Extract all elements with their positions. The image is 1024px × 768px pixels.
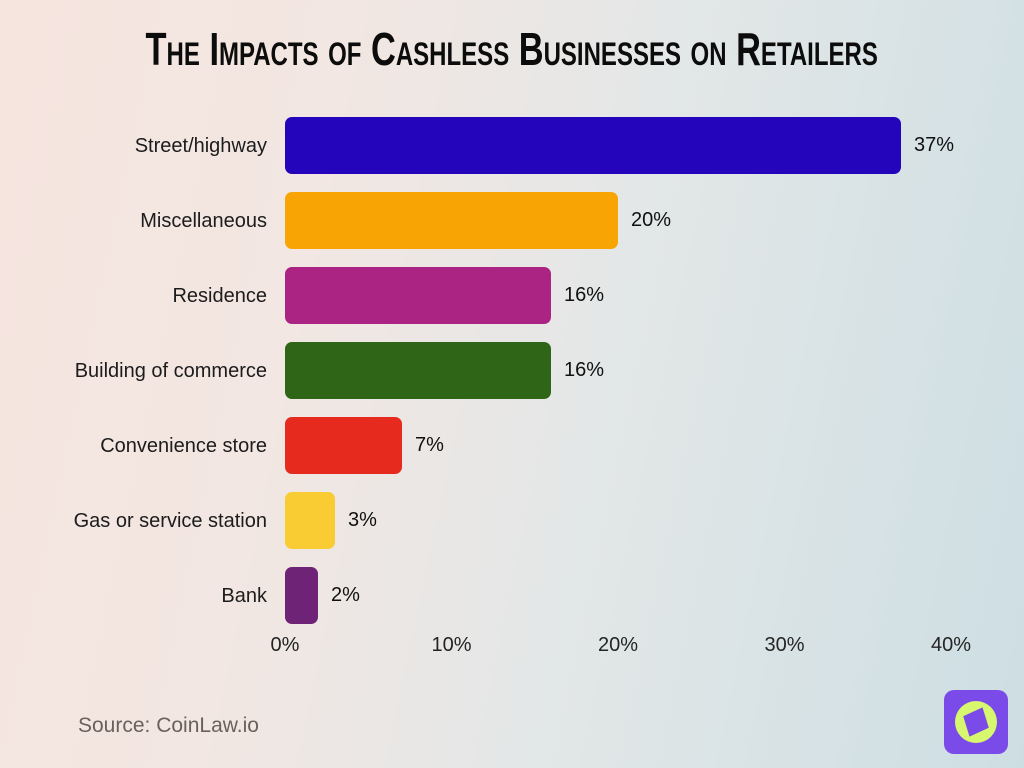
bar xyxy=(285,342,551,399)
bar-chart: Street/highway 37% Miscellaneous 20% Res… xyxy=(0,108,1024,633)
bar-track: 16% xyxy=(285,267,604,324)
category-label: Bank xyxy=(221,584,267,607)
bar-track: 16% xyxy=(285,342,604,399)
bar-track: 3% xyxy=(285,492,377,549)
chart-title: The Impacts of Cashless Businesses on Re… xyxy=(145,24,879,76)
value-label: 16% xyxy=(564,284,605,306)
x-axis-tick: 40% xyxy=(930,634,972,656)
bar-row: Residence 16% xyxy=(0,258,1024,333)
source-attribution: Source: CoinLaw.io xyxy=(78,714,259,737)
bar-row: Miscellaneous 20% xyxy=(0,183,1024,258)
category-label: Gas or service station xyxy=(73,509,267,532)
bar-row: Convenience store 7% xyxy=(0,408,1024,483)
bar xyxy=(285,417,402,474)
category-label: Building of commerce xyxy=(74,359,267,382)
bar-row: Bank 2% xyxy=(0,558,1024,633)
value-label: 7% xyxy=(415,434,444,456)
bar xyxy=(285,492,335,549)
value-label: 20% xyxy=(631,209,672,231)
category-label: Convenience store xyxy=(100,434,267,457)
bar xyxy=(285,267,551,324)
category-label: Miscellaneous xyxy=(140,209,267,232)
category-label: Street/highway xyxy=(134,134,267,157)
x-axis-tick: 10% xyxy=(431,634,472,656)
value-label: 16% xyxy=(564,359,605,381)
bar xyxy=(285,117,901,174)
x-axis-tick: 20% xyxy=(597,634,639,656)
bar-row: Gas or service station 3% xyxy=(0,483,1024,558)
x-axis: 0% 10% 20% 30% 40% xyxy=(271,634,971,658)
x-axis-tick: 30% xyxy=(764,634,805,656)
bar xyxy=(285,567,318,624)
bar-row: Street/highway 37% xyxy=(0,108,1024,183)
bar xyxy=(285,192,618,249)
value-label: 2% xyxy=(331,584,360,606)
bar-track: 2% xyxy=(285,567,360,624)
bar-row: Building of commerce 16% xyxy=(0,333,1024,408)
bar-track: 7% xyxy=(285,417,444,474)
bar-track: 20% xyxy=(285,192,671,249)
chart-title-container: The Impacts of Cashless Businesses on Re… xyxy=(0,24,1024,76)
coinlaw-compass-logo-icon xyxy=(944,690,1008,754)
value-label: 3% xyxy=(348,509,377,531)
bar-track: 37% xyxy=(285,117,954,174)
value-label: 37% xyxy=(914,134,955,156)
x-axis-tick: 0% xyxy=(270,634,300,656)
compass-needle-icon xyxy=(963,707,989,737)
category-label: Residence xyxy=(172,284,267,307)
